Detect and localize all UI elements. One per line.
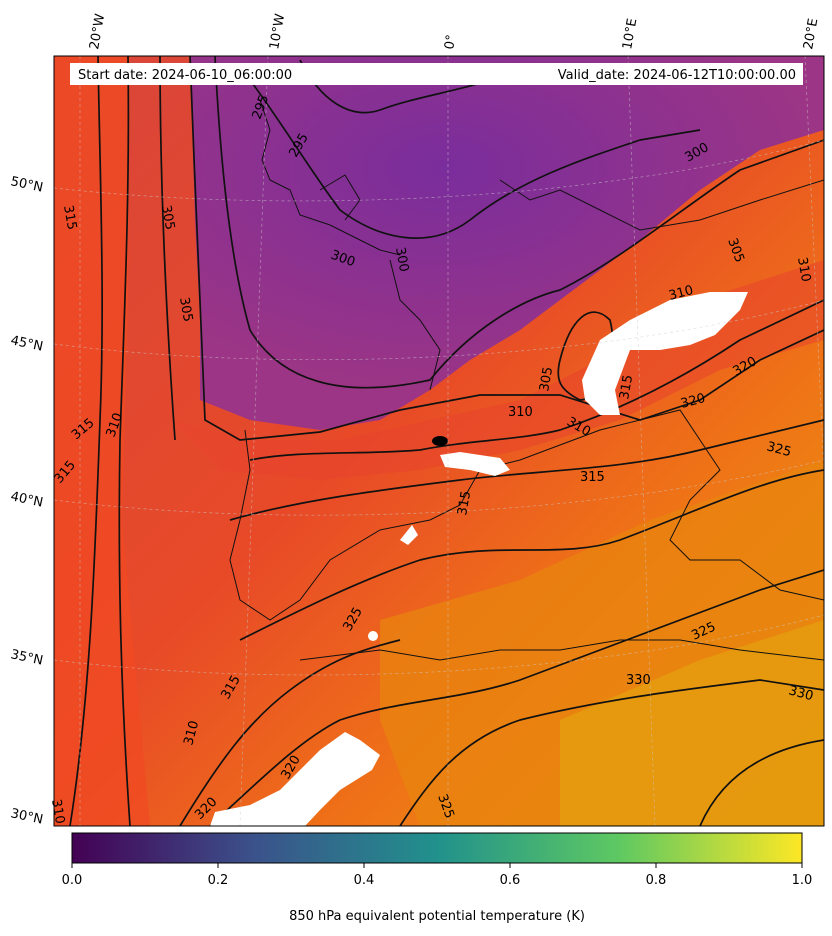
contour-label: 310 bbox=[508, 405, 533, 420]
cold-air-region bbox=[190, 56, 824, 430]
dark-blob bbox=[432, 436, 448, 446]
contour-label: 305 bbox=[158, 204, 177, 231]
lat-label-40n: 40°N bbox=[9, 489, 44, 510]
colorbar-tick-label: 0.4 bbox=[354, 873, 375, 888]
contour-label: 315 bbox=[455, 490, 474, 517]
lat-label-45n: 45°N bbox=[9, 333, 44, 354]
valid-date-label: Valid_date: 2024-06-12T10:00:00.00 bbox=[558, 68, 796, 83]
colorbar-tick-label: 0.8 bbox=[646, 873, 667, 888]
lon-label-10w: 10°W bbox=[267, 13, 288, 51]
gridlines bbox=[54, 56, 824, 826]
contour-label: 305 bbox=[537, 366, 556, 393]
lon-label-0: 0° bbox=[442, 34, 459, 51]
colorbar-label: 850 hPa equivalent potential temperature… bbox=[289, 909, 585, 924]
theta-e-contours bbox=[69, 56, 824, 826]
contour-label: 310 bbox=[181, 719, 202, 747]
colorbar-tick-label: 0.0 bbox=[62, 873, 83, 888]
colorbar-tick-label: 0.2 bbox=[208, 873, 229, 888]
contour-label: 300 bbox=[392, 246, 411, 273]
lon-label-10e: 10°E bbox=[620, 17, 640, 50]
contour-label: 315 bbox=[617, 374, 636, 401]
lon-label-20w: 20°W bbox=[87, 13, 108, 51]
coastlines bbox=[229, 99, 824, 661]
contour-label: 325 bbox=[765, 439, 793, 460]
lat-label-35n: 35°N bbox=[9, 647, 44, 668]
colorbar-ticks bbox=[71, 863, 803, 868]
contour-label: 310 bbox=[794, 256, 813, 283]
header-box bbox=[70, 63, 803, 85]
map-panel bbox=[54, 56, 824, 826]
contour-label: 330 bbox=[626, 673, 651, 688]
lat-label-50n: 50°N bbox=[9, 174, 44, 195]
contour-label: 330 bbox=[787, 683, 815, 704]
contour-label: 315 bbox=[60, 204, 79, 231]
contour-label: 320 bbox=[679, 391, 707, 412]
masked-areas bbox=[210, 292, 748, 826]
colorbar-tick-label: 1.0 bbox=[792, 873, 813, 888]
contour-label: 305 bbox=[176, 296, 195, 323]
colorbar-tick-label: 0.6 bbox=[500, 873, 521, 888]
map-frame bbox=[53, 55, 825, 827]
lon-label-20e: 20°E bbox=[801, 17, 821, 50]
contour-label: 315 bbox=[580, 470, 605, 485]
contour-label: 310 bbox=[667, 283, 695, 304]
lat-label-30n: 30°N bbox=[9, 806, 44, 827]
colorbar bbox=[71, 832, 803, 864]
contour-label: 310 bbox=[48, 798, 67, 825]
start-date-label: Start date: 2024-06-10_06:00:00 bbox=[78, 68, 292, 83]
